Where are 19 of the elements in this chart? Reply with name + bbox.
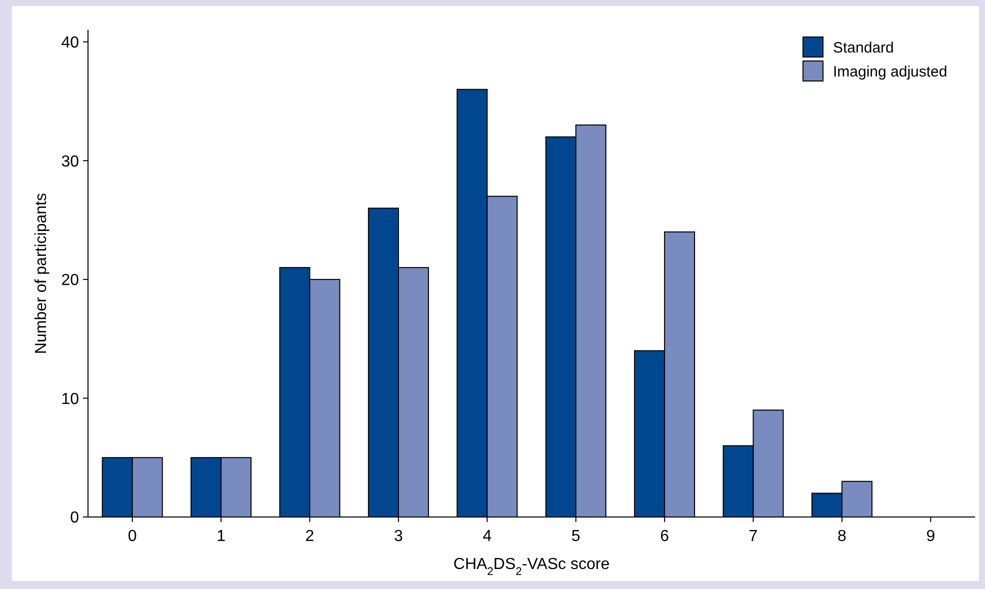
y-tick-label: 20 xyxy=(61,272,80,290)
x-tick-label: 9 xyxy=(926,528,936,545)
legend-label: Standard xyxy=(833,39,894,56)
y-tick-label: 40 xyxy=(61,34,80,52)
y-axis-title: Number of participants xyxy=(33,193,50,354)
x-tick-label: 1 xyxy=(216,528,226,545)
x-tick-label: 6 xyxy=(660,528,670,545)
x-tick-label: 2 xyxy=(305,528,314,545)
legend-label: Imaging adjusted xyxy=(833,63,948,80)
x-axis-title: CHA$_{2}$DS$_{2}$-VASc score xyxy=(453,556,610,578)
y-tick-label: 30 xyxy=(61,153,80,170)
y-tick-label: 0 xyxy=(70,510,80,527)
x-tick-label: 4 xyxy=(482,528,492,545)
x-tick-label: 0 xyxy=(128,528,137,545)
x-tick-label: 8 xyxy=(837,528,846,545)
y-tick-label: 10 xyxy=(61,390,80,408)
x-tick-label: 7 xyxy=(748,528,758,545)
x-tick-label: 3 xyxy=(394,528,403,545)
x-tick-label: 5 xyxy=(571,528,580,545)
